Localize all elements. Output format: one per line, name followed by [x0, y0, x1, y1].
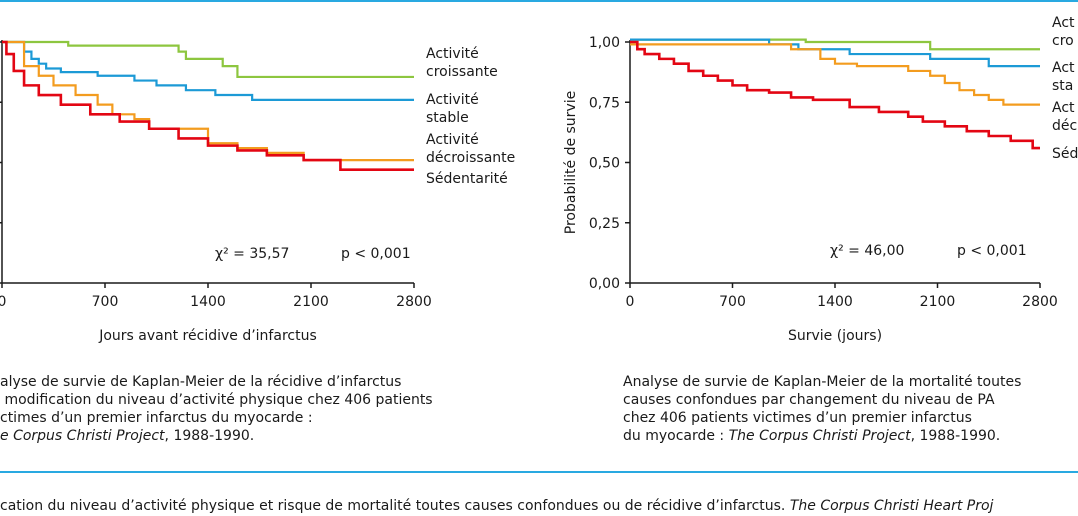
series-line: [2, 40, 414, 162]
caption-right: Analyse de survie de Kaplan-Meier de la …: [623, 373, 1021, 445]
p-value-label: p < 0,001: [957, 243, 1027, 259]
legend-label: Act déc: [1052, 100, 1077, 134]
y-tick-label: 1,00: [589, 35, 620, 51]
y-tick-label: 0,50: [589, 156, 620, 172]
series-line: [2, 40, 414, 101]
chi-square-label: χ² = 35,57: [215, 246, 289, 262]
legend-label: Activité croissante: [426, 46, 498, 80]
x-tick-label: 1400: [190, 294, 226, 310]
x-tick-label: 2100: [293, 294, 329, 310]
x-axis-label: Survie (jours): [788, 328, 882, 344]
series-line: [630, 43, 1040, 106]
x-tick-label: 2800: [396, 294, 432, 310]
chi-square-label: χ² = 46,00: [830, 243, 904, 259]
legend-label: Activité décroissante: [426, 132, 515, 166]
legend-label: Act cro: [1052, 15, 1075, 49]
y-tick-label: 0,25: [589, 216, 620, 232]
caption-line: ctimes d’un premier infarctus du myocard…: [0, 410, 313, 426]
legend-label: Activité stable: [426, 92, 479, 126]
series-line: [630, 38, 1040, 51]
legend-label: Act sta: [1052, 60, 1075, 94]
p-value-label: p < 0,001: [341, 246, 411, 262]
caption-line: du myocarde : The Corpus Christi Project…: [623, 428, 1001, 444]
series-line: [2, 40, 414, 79]
caption-left: alyse de survie de Kaplan-Meier de la ré…: [0, 373, 433, 445]
x-tick-label: 0: [0, 294, 6, 310]
caption-line: alyse de survie de Kaplan-Meier de la ré…: [0, 374, 402, 390]
caption-line: causes confondues par changement du nive…: [623, 392, 995, 408]
x-tick-label: 700: [719, 294, 746, 310]
caption-line: chez 406 patients victimes d’un premier …: [623, 410, 972, 426]
chart-left-recurrence: 0 700 1400 2100 2800 Jours avant récidive d’i…: [0, 40, 515, 344]
caption-line: e Corpus Christi Project, 1988-1990.: [0, 428, 255, 444]
y-tick-label: 0,00: [589, 276, 620, 292]
caption-line: Analyse de survie de Kaplan-Meier de la …: [623, 374, 1022, 390]
x-axis-label: Jours avant récidive d’infarctus: [98, 328, 317, 344]
chart-right-mortality: 0 700 1400 2100 2800 0,00 0,25 0,50 0,75 1,00 Surv…: [563, 15, 1078, 344]
caption-line: modification du niveau d’activité physiq…: [0, 392, 433, 408]
x-tick-label: 1400: [817, 294, 853, 310]
x-tick-label: 2800: [1022, 294, 1058, 310]
x-tick-label: 2100: [920, 294, 956, 310]
y-axis-label: Probabilité de survie: [563, 91, 579, 234]
top-rule: [0, 0, 1078, 2]
bottom-rule: [0, 471, 1078, 473]
y-tick-label: 0,75: [589, 95, 620, 111]
series-line: [2, 40, 414, 172]
x-tick-label: 700: [92, 294, 119, 310]
x-tick-label: 0: [626, 294, 635, 310]
figure-caption: cation du niveau d’activité physique et …: [0, 498, 994, 514]
legend-label: Séd: [1052, 146, 1078, 162]
legend-label: Sédentarité: [426, 171, 508, 187]
series-line: [630, 40, 1040, 150]
